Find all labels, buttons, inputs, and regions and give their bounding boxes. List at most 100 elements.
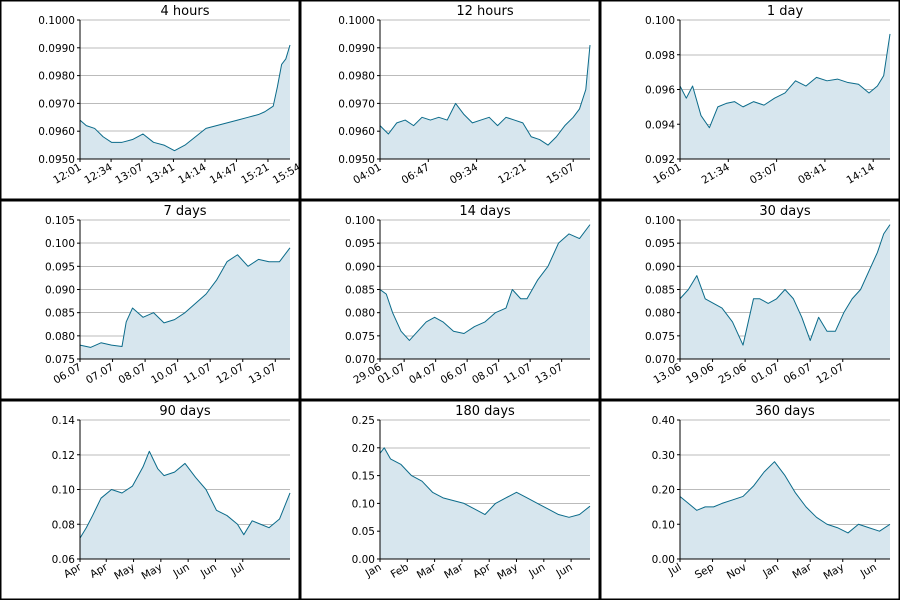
y-tick-label: 0.090 [645,261,675,273]
y-tick-label: 0.070 [645,354,675,366]
x-tick-label: Apr [88,561,110,581]
chart-svg: 7 days 0.075 0.080 0.085 0.090 0.095 0.100 0.10… [0,200,300,400]
series-area [680,461,890,559]
x-tick-label: 09:34 [448,161,480,187]
x-tick-label: Nov [725,561,749,582]
chart-svg: 4 hours 0.0950 0.0960 0.0970 0.0980 0.0990 0.1… [0,0,300,200]
chart-panel: 30 days 0.070 0.075 0.080 0.085 0.090 0.095 0.1… [600,200,900,400]
series-area [680,224,890,359]
x-tick-label: 14:14 [844,161,876,187]
y-tick-label: 0.10 [52,485,75,497]
x-tick-label: 12.07 [214,361,246,386]
y-tick-label: 0.10 [652,519,675,531]
series-area [80,45,290,159]
y-tick-label: 0.085 [45,308,75,320]
x-tick-label: 06.07 [782,361,814,386]
y-tick-label: 0.080 [45,331,75,343]
y-tick-label: 0.25 [352,415,375,427]
x-tick-label: 08:41 [796,161,828,187]
x-tick-label: 01.07 [749,361,781,386]
y-tick-label: 0.092 [645,154,675,166]
y-tick-label: 0.095 [45,261,75,273]
x-tick-label: Jun [554,561,575,580]
x-tick-label: 25.06 [717,361,749,387]
x-tick-label: May [112,561,137,582]
y-tick-label: 0.094 [645,119,675,131]
x-tick-label: 13.07 [533,361,565,386]
y-tick-label: 0.1000 [38,15,75,27]
chart-title: 4 hours [161,4,210,19]
y-tick-label: 0.0990 [38,43,75,55]
chart-panel: 1 day 0.092 0.094 0.096 0.098 0.100 16:01 21:34… [600,0,900,200]
x-tick-label: May [140,561,165,582]
chart-title: 1 day [767,4,804,19]
y-tick-label: 0.0970 [38,98,75,110]
y-tick-label: 0.20 [652,485,675,497]
chart-panel: 360 days 0.00 0.10 0.20 0.30 0.40 Jul Sep Nov Jan… [600,400,900,600]
y-tick-label: 0.15 [352,471,375,483]
x-tick-label: 08.07 [117,361,149,386]
series-line [679,461,891,534]
y-tick-label: 0.075 [345,331,375,343]
x-tick-label: 07.07 [84,361,116,386]
series-area [80,247,290,359]
series-area [380,45,590,159]
chart-title: 360 days [755,404,815,419]
y-tick-label: 0.100 [345,215,375,227]
y-tick-label: 0.1000 [338,15,375,27]
x-tick-label: 13:41 [145,161,177,187]
x-tick-label: 01.07 [376,361,408,386]
chart-title: 12 hours [456,4,513,19]
y-tick-label: 0.070 [345,354,375,366]
x-tick-label: Jun [526,561,547,580]
y-tick-label: 0.096 [645,85,675,97]
chart-svg: 12 hours 0.0950 0.0960 0.0970 0.0980 0.0990 0.… [300,0,600,200]
x-tick-label: Mar [415,561,439,582]
x-tick-label: Jan [760,561,781,580]
x-tick-label: 13:07 [113,161,145,187]
y-tick-label: 0.14 [52,415,76,427]
x-tick-label: 10.07 [149,361,181,386]
y-tick-label: 0.095 [345,238,375,250]
x-tick-label: Jul [228,561,246,578]
chart-svg: 14 days 0.070 0.075 0.080 0.085 0.090 0.095 0.1… [300,200,600,400]
x-tick-label: 21:34 [700,161,732,187]
y-tick-label: 0.10 [352,498,375,510]
x-tick-label: 12:21 [496,161,528,187]
x-tick-label: 15:21 [239,161,271,187]
y-tick-label: 0.098 [645,50,675,62]
y-tick-label: 0.0990 [338,43,375,55]
x-tick-label: 14:14 [176,161,208,187]
chart-svg: 30 days 0.070 0.075 0.080 0.085 0.090 0.095 0.1… [600,200,900,400]
x-tick-label: Jun [171,561,192,580]
y-tick-label: 0.080 [645,308,675,320]
x-tick-label: Jun [858,561,879,580]
chart-title: 90 days [159,404,211,419]
x-tick-label: May [821,561,846,582]
x-tick-label: Sep [693,561,716,581]
y-tick-label: 0.0950 [38,154,75,166]
y-tick-label: 0.090 [45,285,75,297]
y-tick-label: 0.20 [352,443,375,455]
series-line [379,224,591,341]
y-tick-label: 0.100 [645,15,675,27]
y-tick-label: 0.06 [52,554,76,566]
y-tick-label: 0.075 [645,331,675,343]
x-tick-label: 14:47 [208,161,240,187]
series-line [679,224,891,346]
y-tick-label: 0.40 [652,415,675,427]
y-tick-label: 0.105 [45,215,75,227]
y-tick-label: 0.0950 [338,154,375,166]
x-tick-label: Mar [442,561,466,582]
series-line [679,33,891,129]
y-tick-label: 0.095 [645,238,675,250]
x-tick-label: 12.07 [814,361,846,386]
y-tick-label: 0.0960 [338,126,375,138]
y-tick-label: 0.0980 [38,71,75,83]
x-tick-label: Feb [389,561,411,581]
chart-panel: 12 hours 0.0950 0.0960 0.0970 0.0980 0.0990 0.… [300,0,600,200]
y-tick-label: 0.085 [345,285,375,297]
